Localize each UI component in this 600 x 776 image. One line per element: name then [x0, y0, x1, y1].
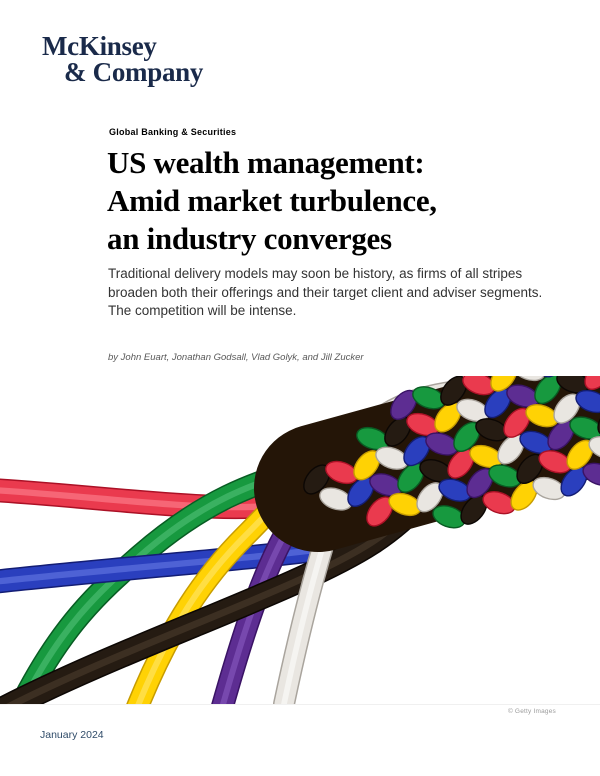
deck-line-3: The competition will be intense.	[108, 303, 297, 318]
article-title-line-3: an industry converges	[107, 221, 392, 256]
article-title-line-2: Amid market turbulence,	[107, 183, 437, 218]
article-title-line-1: US wealth management:	[107, 145, 425, 180]
logo-line-2: & Company	[64, 57, 204, 87]
deck-line-2: broaden both their offerings and their t…	[108, 284, 543, 300]
deck-line-1: Traditional delivery models may soon be …	[108, 266, 523, 281]
section-eyebrow: Global Banking & Securities	[109, 127, 237, 137]
article-byline: by John Euart, Jonathan Godsall, Vlad Go…	[108, 352, 364, 363]
publication-date: January 2024	[40, 729, 104, 741]
braided-ropes-illustration	[0, 376, 600, 704]
article-title: US wealth management: Amid market turbul…	[107, 144, 437, 258]
hero-image-braided-ropes	[0, 376, 600, 705]
article-deck: Traditional delivery models may soon be …	[108, 265, 542, 321]
logo-line-1: McKinsey	[42, 31, 157, 61]
mckinsey-logo: McKinsey & Company	[42, 31, 204, 87]
image-credit: © Getty Images	[507, 708, 556, 715]
